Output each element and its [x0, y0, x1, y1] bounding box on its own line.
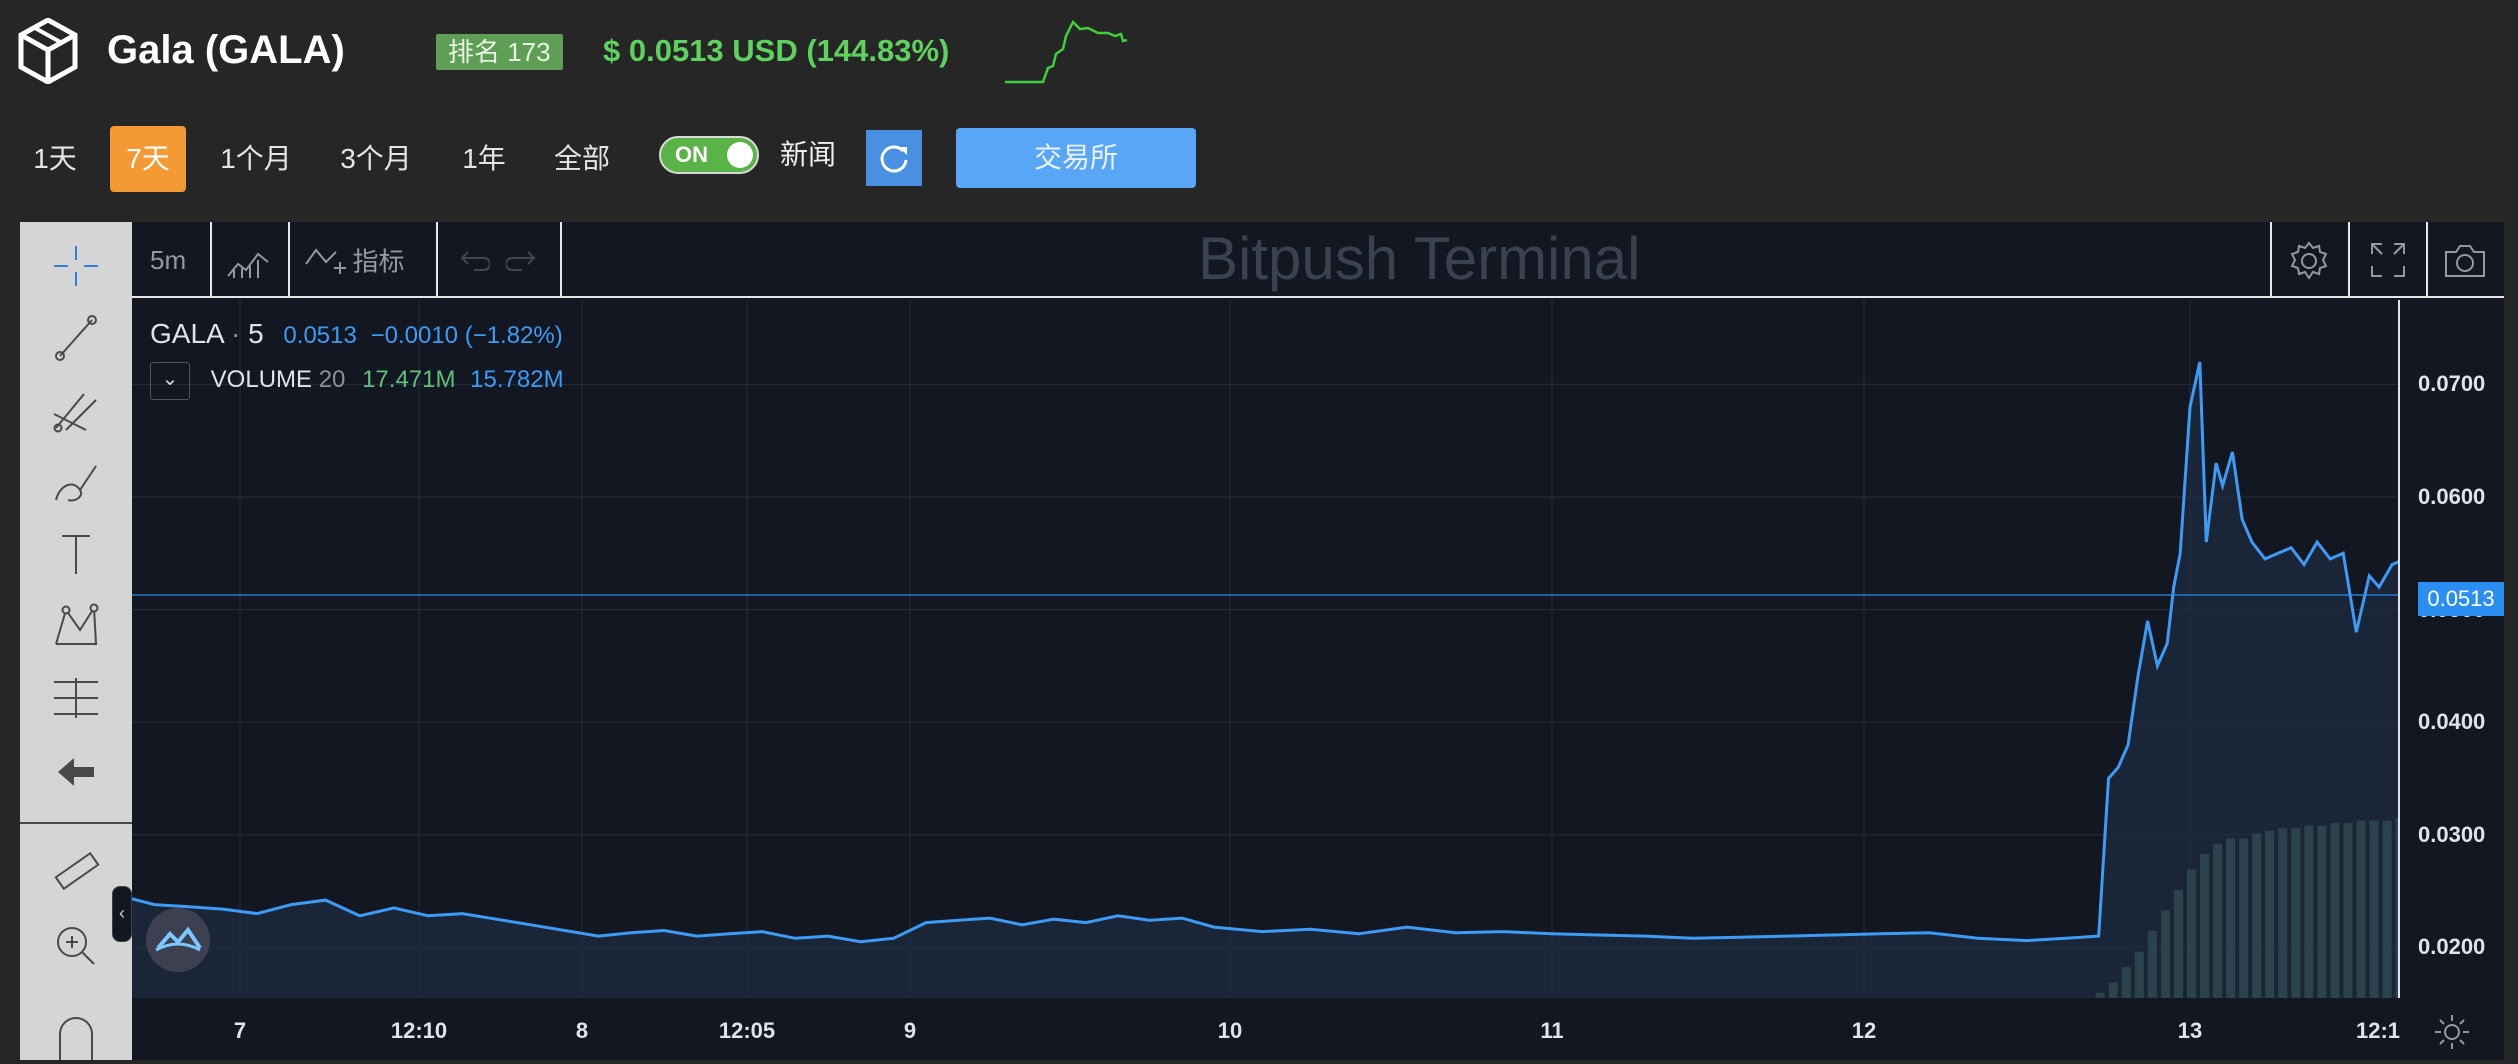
zoom-in-icon[interactable] [46, 918, 106, 970]
toolbar-separator [2426, 222, 2428, 296]
chart-grid [132, 300, 2398, 998]
back-arrow-icon[interactable] [46, 746, 106, 798]
tradingview-logo-badge[interactable] [146, 908, 210, 972]
time-axis-tick: 12:1 [2355, 1018, 2401, 1043]
volume-value-2: 15.782M [470, 366, 564, 393]
toggle-label: ON [675, 142, 708, 167]
volume-legend[interactable]: ⌄ VOLUME 20 17.471M 15.782M [150, 360, 564, 400]
range-all-button[interactable]: 全部 [553, 143, 610, 174]
range-1y-button[interactable]: 1年 [462, 143, 506, 174]
toolbar-separator [436, 222, 438, 296]
time-axis-tick: 13 [2177, 1018, 2203, 1043]
range-1m-button[interactable]: 1个月 [220, 143, 292, 174]
refresh-button[interactable] [866, 130, 922, 186]
indicators-icon [305, 248, 346, 274]
gala-logo-icon [18, 18, 78, 84]
toolbar-divider [20, 822, 132, 824]
price-axis-tick: 0.0600 [2418, 484, 2486, 510]
time-axis-tick: 7 [233, 1018, 247, 1043]
price-axis-tick: 0.0200 [2418, 934, 2486, 960]
trend-line-icon[interactable] [46, 312, 106, 364]
indicators-label: 指标 [352, 246, 405, 277]
text-icon[interactable] [46, 528, 106, 580]
time-axis-tick: 12:10 [390, 1018, 448, 1043]
time-axis-tick: 11 [1540, 1018, 1564, 1043]
magnet-icon[interactable] [46, 1008, 106, 1060]
toolbar-separator [288, 222, 290, 296]
legend-collapse-button[interactable]: ⌄ [150, 361, 190, 400]
legend-change: −0.0010 (−1.82%) [370, 322, 563, 349]
volume-period: 20 [318, 366, 346, 393]
price-line [132, 361, 2398, 944]
range-7d-button[interactable]: 7天 [110, 126, 186, 192]
time-axis-tick: 8 [575, 1018, 589, 1043]
interval-button[interactable]: 5m [150, 245, 187, 275]
toolbar-separator [560, 222, 562, 296]
time-axis-tick: 10 [1217, 1018, 1243, 1043]
price-chart-plot[interactable] [132, 300, 2398, 998]
exchange-button[interactable]: 交易所 [956, 128, 1196, 188]
auto-scale-sun-icon[interactable] [2432, 1012, 2472, 1052]
price-axis-tick: 0.0700 [2418, 371, 2486, 397]
legend-separator: · [230, 318, 241, 349]
series-legend[interactable]: GALA · 5 0.0513 −0.0010 (−1.82%) [150, 314, 563, 356]
fullscreen-icon[interactable] [2368, 240, 2408, 280]
volume-value-1: 17.471M [362, 366, 456, 393]
fib-icon[interactable] [46, 672, 106, 724]
price-change-text: $ 0.0513 USD (144.83%) [603, 33, 950, 68]
price-axis-tick: 0.0300 [2418, 821, 2486, 847]
price-axis-tick: 0.0400 [2418, 709, 2486, 735]
rank-badge: 排名 173 [436, 34, 563, 70]
crosshair-icon[interactable] [46, 240, 106, 292]
legend-interval: 5 [248, 318, 264, 349]
toolbar-separator [2270, 222, 2272, 296]
volume-label: VOLUME [210, 366, 313, 393]
range-3m-button[interactable]: 3个月 [340, 143, 412, 174]
undo-icon[interactable] [454, 246, 490, 276]
redo-icon[interactable] [506, 246, 542, 276]
time-axis[interactable]: 7 12:10 8 12:05 9 10 11 12 13 12:1 [132, 998, 2401, 1060]
mountain-logo-icon [155, 926, 202, 952]
price-sparkline [1005, 19, 1128, 84]
time-axis-tick: 9 [903, 1018, 917, 1043]
range-1d-button[interactable]: 1天 [33, 143, 77, 174]
settings-gear-icon[interactable] [2288, 240, 2330, 282]
toolbar-separator [2348, 222, 2350, 296]
refresh-icon [880, 145, 908, 173]
chart-style-icon[interactable] [224, 242, 272, 282]
time-axis-tick: 12 [1851, 1018, 1877, 1043]
legend-symbol: GALA [150, 318, 224, 349]
indicators-button[interactable]: 指标 [304, 238, 404, 282]
chart-watermark: Bitpush Terminal [1198, 225, 1641, 292]
legend-price: 0.0513 [283, 322, 357, 349]
toolbar-separator [210, 222, 212, 296]
ruler-icon[interactable] [46, 846, 106, 898]
toolbar-collapse-handle[interactable]: ‹ [112, 886, 132, 942]
news-toggle[interactable]: ON [659, 136, 759, 174]
coin-title: Gala (GALA) [107, 28, 345, 72]
chart-top-toolbar: 5m 指标 [132, 222, 2504, 298]
pitchfork-icon[interactable] [46, 384, 106, 436]
brush-icon[interactable] [46, 456, 106, 508]
camera-icon[interactable] [2442, 240, 2488, 280]
time-axis-tick: 12:05 [718, 1018, 776, 1043]
pattern-icon[interactable] [46, 600, 106, 652]
price-area-fill [132, 361, 2398, 998]
last-price-tag: 0.0513 [2418, 582, 2504, 616]
toggle-knob [727, 142, 753, 168]
news-label: 新闻 [780, 139, 837, 170]
